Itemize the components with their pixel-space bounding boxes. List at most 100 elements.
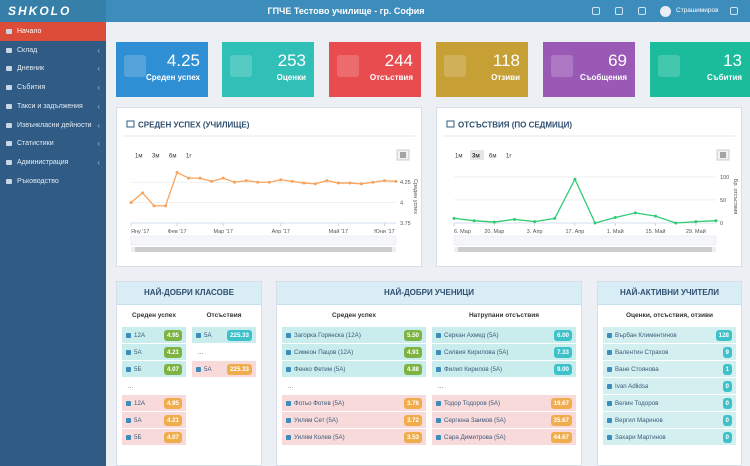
sidebar-item[interactable]: Събития ‹: [0, 78, 106, 97]
list-row[interactable]: 5А 225.33: [192, 361, 256, 378]
y-tick-label: 3.75: [400, 221, 411, 227]
x-tick-label: 3. Апр: [527, 229, 543, 235]
list-row[interactable]: Тодор Тодоров (5А) 19.67: [432, 395, 576, 412]
list-row[interactable]: 5А 4.21: [122, 412, 186, 429]
range-button[interactable]: 6м: [489, 154, 496, 160]
x-tick-label: 29. Май: [686, 228, 706, 235]
sidebar-item[interactable]: Ръководство: [0, 172, 106, 191]
row-badge: 225.33: [227, 330, 252, 341]
x-tick-label: 15. Май: [646, 228, 666, 235]
stat-card[interactable]: 69 Съобщения: [543, 42, 635, 97]
range-button[interactable]: 6м: [169, 154, 176, 160]
data-point: [492, 220, 496, 224]
sidebar-icon: [6, 122, 12, 128]
list-row[interactable]: Велин Тодоров 0: [603, 395, 736, 412]
list-row[interactable]: Уилям Колев (5А) 3.53: [282, 429, 426, 446]
row-badge: 0: [722, 398, 732, 409]
list-row[interactable]: Ivan Adlidsa 0: [603, 378, 736, 395]
like-icon[interactable]: [592, 7, 600, 15]
list-row[interactable]: Захари Мартинов 0: [603, 429, 736, 446]
row-badge: 4.21: [163, 347, 182, 358]
scrollbar-thumb[interactable]: [458, 247, 712, 252]
row-icon: [126, 401, 131, 406]
card-value: 244: [384, 51, 413, 70]
list-row[interactable]: Върбан Климентинов 128: [603, 327, 736, 344]
row-label: 12А: [134, 400, 146, 407]
sidebar-item[interactable]: Такси и задължения ‹: [0, 97, 106, 116]
list-row[interactable]: 5Б 4.07: [122, 361, 186, 378]
sidebar-item[interactable]: Администрация ‹: [0, 153, 106, 172]
row-label: Вергил Маринов: [615, 417, 663, 424]
stat-card[interactable]: 13 Събития: [650, 42, 750, 97]
list-row[interactable]: Сара Димитрова (5А) 44.67: [432, 429, 576, 446]
row-icon: [436, 350, 441, 355]
scrollbar-thumb[interactable]: [135, 247, 392, 252]
list-row[interactable]: 5Б 4.07: [122, 429, 186, 446]
data-point: [233, 180, 237, 184]
list-row[interactable]: 12А 4.95: [122, 395, 186, 412]
row-badge: 9: [722, 347, 732, 358]
sidebar-item[interactable]: Дневник ‹: [0, 59, 106, 78]
y-tick-label: 50: [720, 198, 726, 204]
data-point: [244, 179, 248, 183]
list-row[interactable]: Вергил Маринов 0: [603, 412, 736, 429]
range-button[interactable]: 3м: [472, 154, 480, 160]
notifications-icon[interactable]: [615, 7, 623, 15]
sidebar-item[interactable]: Склад ‹: [0, 41, 106, 60]
list-row[interactable]: Фотьо Фотев (5А) 3.76: [282, 395, 426, 412]
row-icon: [436, 401, 441, 406]
row-icon: [196, 367, 201, 372]
data-point: [221, 176, 225, 180]
sidebar-icon: [6, 85, 12, 91]
list-row[interactable]: Силвия Кирилова (5А) 7.33: [432, 344, 576, 361]
navigator: [130, 235, 397, 246]
list-row[interactable]: Филип Кирилов (5А) 9.00: [432, 361, 576, 378]
list-row[interactable]: Ване Стоянова 1: [603, 361, 736, 378]
panel-title: НАЙ-АКТИВНИ УЧИТЕЛИ: [598, 282, 741, 305]
list-row[interactable]: Загорка Горянска (12А) 5.50: [282, 327, 426, 344]
data-point: [654, 214, 658, 218]
list-row[interactable]: 5А 4.21: [122, 344, 186, 361]
avatar[interactable]: [660, 6, 671, 17]
data-point: [313, 182, 317, 186]
list-row[interactable]: Серкан Ахмед (5А) 6.00: [432, 327, 576, 344]
sidebar-item[interactable]: Извънкласни дейности ‹: [0, 116, 106, 135]
list-row[interactable]: Сергюна Заимов (5А) 35.67: [432, 412, 576, 429]
school-title: ГПЧЕ Тестово училище - гр. София: [267, 6, 425, 16]
range-button[interactable]: 3м: [152, 154, 159, 160]
list-row[interactable]: Симеон Пацов (12А) 4.91: [282, 344, 426, 361]
stat-card[interactable]: 253 Оценки: [222, 42, 314, 97]
row-badge: 35.67: [550, 415, 572, 426]
stat-card[interactable]: 4.25 Среден успех: [116, 42, 208, 97]
user-name[interactable]: Страшимиров: [676, 7, 719, 14]
data-point: [348, 181, 352, 185]
settings-icon[interactable]: [730, 7, 738, 15]
row-label: 5Б: [134, 366, 142, 373]
stat-card[interactable]: 118 Отзиви: [436, 42, 528, 97]
x-tick-label: Фев '17: [168, 229, 187, 235]
row-icon: [436, 333, 441, 338]
logo[interactable]: SHKOLO: [0, 0, 106, 22]
row-badge: 9.00: [553, 364, 572, 375]
sidebar-item[interactable]: Начало: [0, 22, 106, 41]
list-row[interactable]: Уилям Сет (5А) 3.72: [282, 412, 426, 429]
card-label: Оценки: [276, 73, 306, 82]
row-badge: 4.21: [163, 415, 182, 426]
list-row[interactable]: Валентин Страхов 9: [603, 344, 736, 361]
list-row[interactable]: 5А 225.33: [192, 327, 256, 344]
y-tick-label: 4: [400, 201, 403, 207]
range-button[interactable]: 1м: [135, 154, 142, 160]
card-label: Отсъствия: [369, 73, 413, 82]
range-button[interactable]: 1м: [455, 154, 462, 160]
home-icon[interactable]: [638, 7, 646, 15]
row-label: Уилям Колев (5А): [294, 434, 345, 441]
list-row[interactable]: 12А 4.95: [122, 327, 186, 344]
card-icon: [444, 55, 466, 77]
sidebar-item[interactable]: Статистики ‹: [0, 134, 106, 153]
range-button[interactable]: 1г: [186, 154, 192, 160]
stat-card[interactable]: 244 Отсъствия: [329, 42, 421, 97]
list-row[interactable]: Фенко Фетим (5А) 4.88: [282, 361, 426, 378]
row-badge: 0: [722, 381, 732, 392]
range-button[interactable]: 1г: [506, 154, 512, 160]
row-badge: 3.72: [403, 415, 422, 426]
